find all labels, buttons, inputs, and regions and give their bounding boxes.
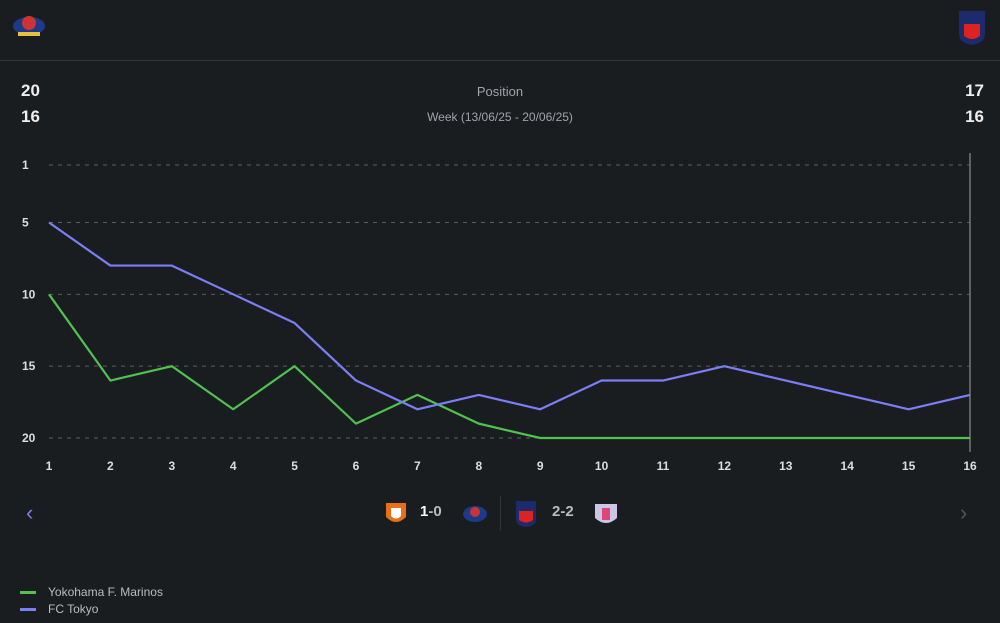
legend-item-yokohama: Yokohama F. Marinos bbox=[20, 585, 163, 599]
x-tick-label: 4 bbox=[230, 459, 237, 473]
yokohama-small-crest-icon bbox=[463, 506, 487, 522]
header bbox=[0, 0, 1000, 61]
x-tick-label: 2 bbox=[107, 459, 114, 473]
x-tick-label: 5 bbox=[291, 459, 298, 473]
home-week: 16 bbox=[21, 107, 40, 126]
x-tick-label: 11 bbox=[657, 459, 670, 473]
y-tick-label: 10 bbox=[22, 287, 36, 301]
legend-swatch bbox=[20, 607, 36, 611]
y-tick-label: 5 bbox=[22, 215, 29, 229]
x-tick-label: 10 bbox=[595, 459, 609, 473]
x-tick-label: 1 bbox=[46, 459, 53, 473]
prev-week-button[interactable]: ‹ bbox=[26, 500, 34, 525]
fc-tokyo-crest-icon bbox=[958, 10, 988, 45]
x-tick-label: 15 bbox=[902, 459, 916, 473]
x-tick-label: 12 bbox=[718, 459, 732, 473]
fc-tokyo-small-crest-icon bbox=[516, 501, 536, 527]
x-tick-label: 16 bbox=[963, 459, 977, 473]
match-1-score: 1-0 bbox=[420, 503, 442, 520]
x-tick-label: 6 bbox=[353, 459, 360, 473]
match-2-score: 2-2 bbox=[552, 503, 574, 520]
match-divider bbox=[500, 496, 501, 530]
x-tick-label: 8 bbox=[475, 459, 482, 473]
x-tick-label: 9 bbox=[537, 459, 544, 473]
cerezo-osaka-crest-icon bbox=[595, 504, 617, 523]
away-week: 16 bbox=[965, 107, 984, 126]
y-tick-label: 1 bbox=[22, 158, 29, 172]
y-tick-label: 15 bbox=[22, 359, 36, 373]
chart-title: Position bbox=[476, 84, 524, 99]
yokohama-crest-icon bbox=[12, 12, 46, 40]
x-tick-label: 13 bbox=[779, 459, 793, 473]
x-tick-label: 3 bbox=[168, 459, 175, 473]
home-position: 20 bbox=[21, 81, 40, 100]
series-line-fc-tokyo bbox=[48, 221, 971, 411]
y-tick-label: 20 bbox=[22, 431, 36, 445]
x-tick-label: 7 bbox=[414, 459, 421, 473]
legend-swatch bbox=[20, 590, 36, 594]
home-opponent-crest-icon bbox=[386, 503, 406, 522]
series-line-yokohama bbox=[48, 293, 970, 440]
legend-item-fc-tokyo: FC Tokyo bbox=[20, 602, 98, 616]
away-position: 17 bbox=[965, 81, 984, 100]
x-tick-label: 14 bbox=[841, 459, 855, 473]
week-label: Week (13/06/25 - 20/06/25) bbox=[427, 110, 573, 124]
next-week-button[interactable]: › bbox=[960, 500, 968, 525]
